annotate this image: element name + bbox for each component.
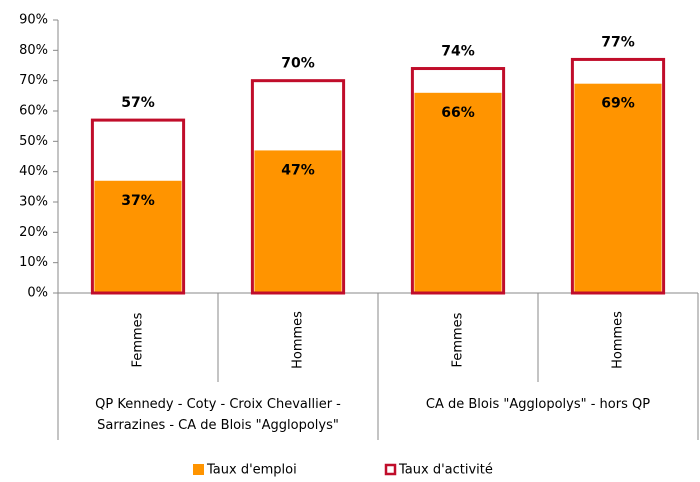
data-label: 77%	[601, 34, 635, 50]
y-tick-label: 20%	[19, 225, 48, 240]
legend-label: Taux d'activité	[398, 463, 493, 478]
y-tick-label: 10%	[19, 255, 48, 270]
bar-outline	[570, 57, 666, 295]
legend-swatch	[384, 463, 397, 476]
y-tick-label: 50%	[19, 134, 48, 149]
bar	[414, 92, 502, 293]
x-tick-label: Hommes	[291, 311, 306, 369]
bar	[574, 83, 662, 293]
legend-swatch	[193, 464, 204, 475]
bar-outline	[250, 79, 346, 295]
x-tick-label: Femmes	[131, 312, 146, 367]
bar-outline	[410, 67, 506, 295]
data-label: 37%	[121, 193, 155, 209]
group-label: CA de Blois "Agglopolys" - hors QP	[425, 397, 651, 412]
data-label: 66%	[441, 105, 475, 121]
x-tick-label: Hommes	[611, 311, 626, 369]
y-tick-label: 70%	[19, 73, 48, 88]
y-tick-label: 90%	[19, 13, 48, 28]
y-tick-label: 80%	[19, 43, 48, 58]
data-label: 74%	[441, 44, 475, 60]
legend-label: Taux d'emploi	[206, 463, 297, 478]
bar	[254, 150, 342, 293]
bar	[94, 180, 182, 293]
bar-outline	[90, 118, 186, 295]
y-tick-label: 60%	[19, 104, 48, 119]
data-label: 69%	[601, 96, 635, 112]
data-label: 47%	[281, 162, 315, 178]
y-tick-label: 0%	[27, 286, 48, 301]
x-tick-label: Femmes	[451, 312, 466, 367]
data-label: 70%	[281, 56, 315, 72]
y-tick-label: 40%	[19, 164, 48, 179]
group-label: QP Kennedy - Coty - Croix Chevallier - S…	[95, 397, 341, 433]
y-tick-label: 30%	[19, 195, 48, 210]
data-label: 57%	[121, 95, 155, 111]
